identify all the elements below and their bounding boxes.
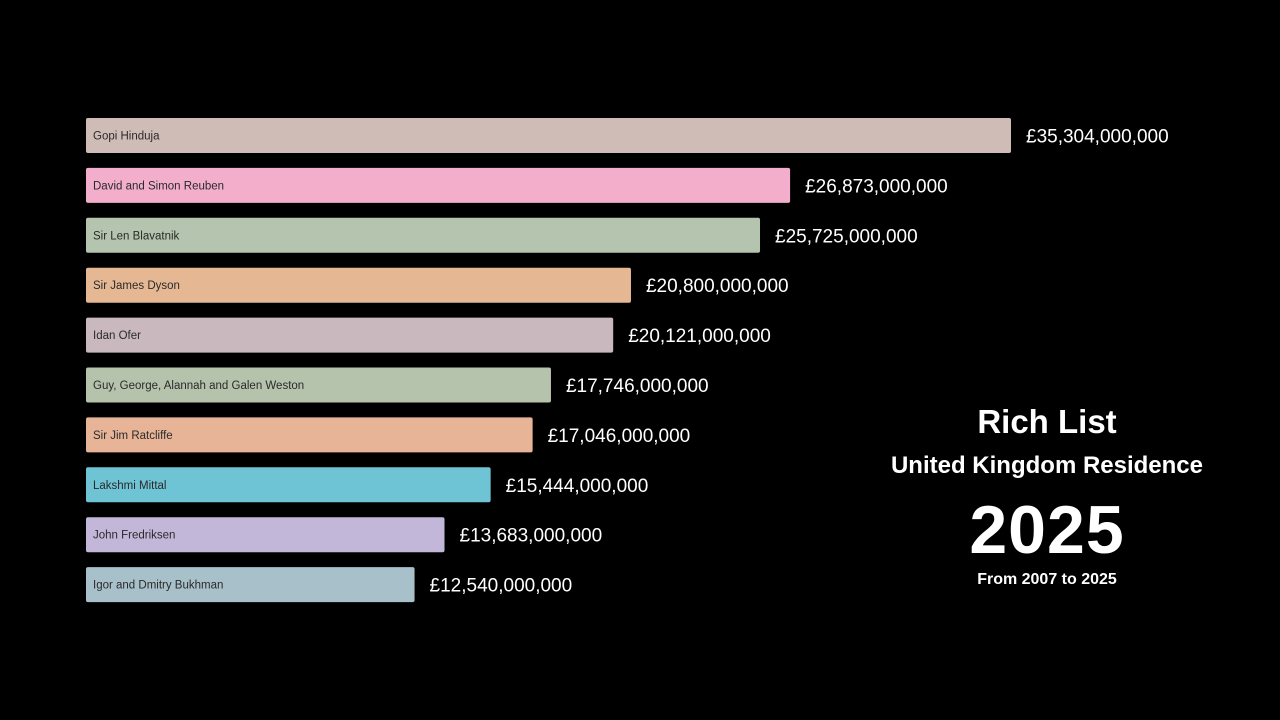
bar-value-label: £20,800,000,000 xyxy=(646,276,789,297)
chart-title: Rich List xyxy=(977,403,1117,440)
bar xyxy=(86,317,614,353)
bar-row: John Fredriksen £13,683,000,000 xyxy=(86,517,603,553)
date-range: From 2007 to 2025 xyxy=(977,571,1117,588)
bar xyxy=(86,567,415,603)
bar-value-label: £17,046,000,000 xyxy=(548,426,691,447)
bar-row: Guy, George, Alannah and Galen Weston £17… xyxy=(86,367,709,403)
bar-category-label: Lakshmi Mittal xyxy=(93,480,167,492)
bar-value-label: £25,725,000,000 xyxy=(775,226,918,247)
bar-category-label: Guy, George, Alannah and Galen Weston xyxy=(93,380,304,392)
bar-value-label: £17,746,000,000 xyxy=(566,376,709,397)
bar xyxy=(86,467,491,503)
bar-value-label: £20,121,000,000 xyxy=(628,326,771,347)
bar-value-label: £15,444,000,000 xyxy=(506,476,649,497)
bar-category-label: Sir Jim Ratcliffe xyxy=(93,430,173,442)
bar-category-label: Sir Len Blavatnik xyxy=(93,230,180,242)
bar-category-label: Idan Ofer xyxy=(93,330,141,342)
bar xyxy=(86,417,533,453)
bar-value-label: £35,304,000,000 xyxy=(1026,127,1169,148)
bar-row: Gopi Hinduja £35,304,000,000 xyxy=(86,118,1169,153)
bar-category-label: John Fredriksen xyxy=(93,530,175,542)
bar xyxy=(86,517,445,553)
bar xyxy=(86,367,551,403)
bar-row: Lakshmi Mittal £15,444,000,000 xyxy=(86,467,649,503)
bar-category-label: Sir James Dyson xyxy=(93,280,180,292)
bar xyxy=(86,217,761,253)
bar-row: Sir James Dyson £20,800,000,000 xyxy=(86,267,789,303)
bar-value-label: £13,683,000,000 xyxy=(460,526,603,547)
bar xyxy=(86,167,791,203)
bar-row: Idan Ofer £20,121,000,000 xyxy=(86,317,771,353)
bar xyxy=(86,267,631,303)
bar-category-label: Gopi Hinduja xyxy=(93,131,160,143)
bar-row: David and Simon Reuben £26,873,000,000 xyxy=(86,167,948,203)
bar-row: Igor and Dmitry Bukhman £12,540,000,000 xyxy=(86,567,573,603)
current-year: 2025 xyxy=(969,492,1125,568)
bar xyxy=(86,118,1011,153)
bar-value-label: £12,540,000,000 xyxy=(430,576,573,597)
bar-row: Sir Jim Ratcliffe £17,046,000,000 xyxy=(86,417,691,453)
bar-row: Sir Len Blavatnik £25,725,000,000 xyxy=(86,217,918,253)
chart-subtitle: United Kingdom Residence xyxy=(890,452,1204,479)
bar-category-label: Igor and Dmitry Bukhman xyxy=(93,580,223,592)
bar-value-label: £26,873,000,000 xyxy=(805,176,948,197)
info-panel: Rich List United Kingdom Residence 2025 … xyxy=(847,398,1247,592)
bar-category-label: David and Simon Reuben xyxy=(93,180,224,192)
